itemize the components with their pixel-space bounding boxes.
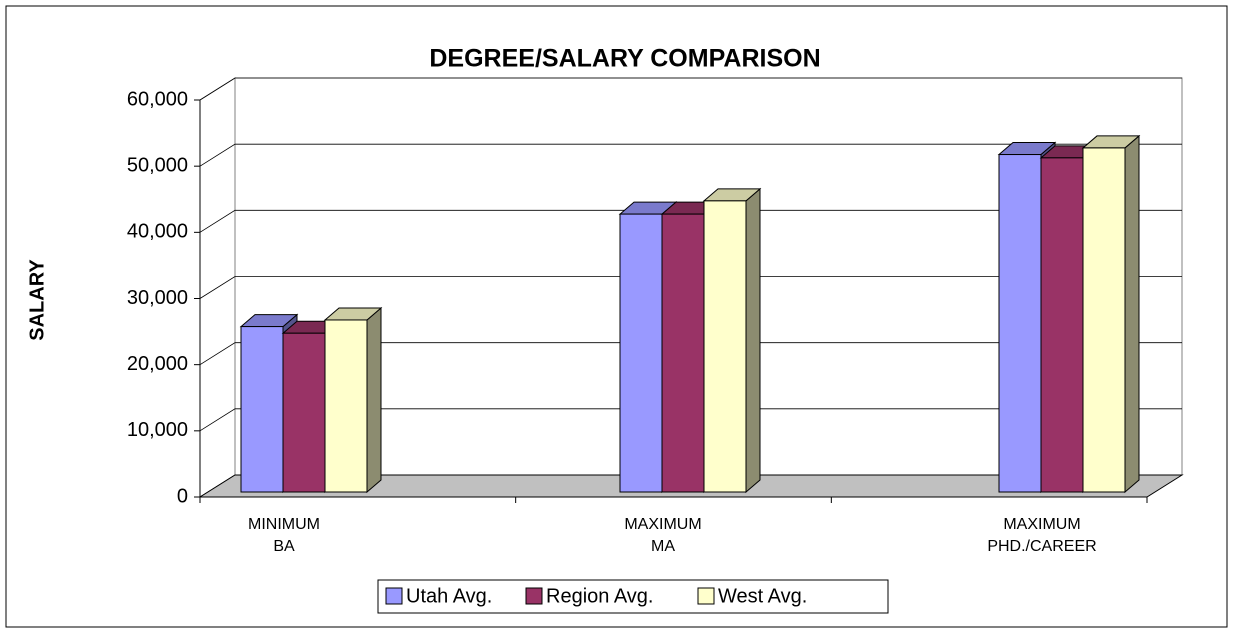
bar-front [240, 326, 284, 493]
x-tick-label: MAXIMUM PHD./CAREER [987, 516, 1096, 555]
legend-label: West Avg. [718, 585, 807, 607]
bar [660, 201, 720, 494]
y-tick-label: 60,000 [127, 88, 188, 110]
y-tick-label: 40,000 [127, 221, 188, 243]
legend-label: Utah Avg. [406, 585, 492, 607]
legend-swatch [525, 587, 543, 605]
x-tick-label: MINIMUM BA [248, 516, 320, 555]
chart-title: DEGREE/SALARY COMPARISON [429, 45, 820, 73]
y-tick-label: 0 [177, 485, 188, 507]
legend: Utah Avg. Region Avg. West Avg. [377, 579, 889, 614]
legend-box [377, 579, 889, 614]
grid-line [199, 143, 1182, 167]
grid-line [199, 276, 1182, 299]
bar-front [282, 332, 326, 493]
grid-line [199, 342, 1182, 366]
y-tick-label: 30,000 [127, 287, 188, 309]
legend-swatch [385, 587, 403, 605]
bar-side [1124, 134, 1140, 494]
bar-front [1040, 157, 1084, 493]
bar-front [703, 200, 747, 493]
legend-swatch [697, 587, 715, 605]
y-tick-label: 20,000 [127, 353, 188, 375]
bar-front [661, 213, 705, 493]
bar [323, 306, 383, 494]
bar-front [619, 213, 663, 493]
y-tick-label: 50,000 [127, 154, 188, 176]
y-tick-label: 10,000 [127, 419, 188, 441]
bar-front [998, 154, 1042, 493]
bar-side [745, 187, 761, 494]
grid-line [199, 209, 1182, 233]
x-tick-label: MAXIMUM MA [624, 516, 701, 555]
grid-line [199, 77, 1182, 101]
legend-label: Region Avg. [546, 585, 654, 607]
bar [1081, 134, 1141, 494]
bar-side [366, 306, 382, 494]
bar-front [1082, 147, 1126, 493]
bar-front [324, 319, 368, 493]
bar [702, 187, 762, 494]
y-axis-label: SALARY [26, 259, 48, 341]
grid-line [199, 408, 1182, 432]
